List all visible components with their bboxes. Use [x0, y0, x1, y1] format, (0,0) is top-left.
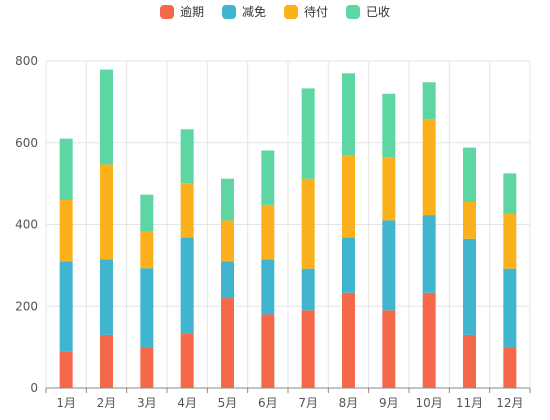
bar-segment	[422, 82, 436, 120]
x-tick-label: 1月	[56, 396, 76, 410]
bar-segment	[59, 351, 73, 388]
legend-swatch-overdue	[159, 4, 174, 19]
bar-segment	[59, 138, 73, 200]
bar-segment	[301, 268, 315, 311]
axis-layer: 0 200 400 600 800 1月 2月 3月 4月 5月 6月 7月 8月 9月 10月 11月 12月	[15, 54, 531, 410]
bar-segment	[221, 298, 234, 388]
bar-segment	[503, 173, 517, 214]
x-tick-label: 12月	[496, 396, 523, 410]
bar-segment	[261, 150, 275, 205]
bar-segment	[221, 261, 234, 299]
x-tick-label: 11月	[456, 396, 483, 410]
bar-segment	[180, 129, 194, 184]
bar-segment	[100, 69, 113, 165]
bar-segment	[140, 231, 154, 269]
legend-label-pending: 待付	[304, 5, 329, 19]
x-tick-label: 4月	[177, 396, 197, 410]
bar-segment	[342, 237, 355, 293]
y-tick-label: 200	[15, 299, 38, 313]
bar-segment	[180, 237, 194, 334]
bar-segment	[59, 261, 73, 352]
legend-item-waived[interactable]: 减免	[221, 3, 266, 20]
bar-segment	[301, 88, 315, 179]
bar-segment	[503, 268, 517, 348]
x-tick-label: 10月	[416, 396, 443, 410]
bar-segment	[342, 73, 355, 156]
bar-segment	[100, 334, 113, 388]
bar-segment	[463, 202, 476, 239]
y-tick-label: 800	[15, 54, 38, 68]
legend-item-received[interactable]: 已收	[346, 3, 390, 20]
bar-segment	[422, 292, 436, 388]
x-tick-label: 2月	[97, 396, 117, 410]
legend: 逾期 减免 待付 已收	[0, 3, 550, 20]
bar-segment	[261, 204, 275, 260]
bar-segment	[301, 310, 315, 388]
y-tick-label: 600	[15, 136, 38, 150]
bar-segment	[180, 333, 194, 388]
bar-segment	[261, 259, 275, 315]
legend-swatch-waived	[221, 4, 236, 19]
legend-item-overdue[interactable]: 逾期	[159, 3, 204, 20]
x-tick-label: 3月	[137, 396, 157, 410]
bar-segment	[463, 238, 476, 335]
y-tick-label: 400	[15, 218, 38, 232]
x-tick-label: 6月	[258, 396, 278, 410]
bar-segment	[180, 183, 194, 238]
bar-segment	[503, 347, 517, 388]
bar-segment	[422, 215, 436, 293]
bar-segment	[382, 220, 396, 311]
bar-segment	[342, 292, 355, 388]
bar-segment	[59, 199, 73, 262]
bar-segment	[301, 178, 315, 269]
x-tick-label: 8月	[339, 396, 359, 410]
bars-layer	[59, 69, 517, 388]
legend-swatch-pending	[284, 4, 298, 19]
bar-segment	[100, 259, 113, 335]
legend-item-pending[interactable]: 待付	[284, 3, 328, 20]
bar-segment	[261, 314, 275, 388]
bar-segment	[382, 157, 396, 221]
legend-label-overdue: 逾期	[179, 5, 204, 19]
bar-segment	[342, 155, 355, 238]
bar-segment	[463, 334, 476, 388]
legend-swatch-received	[346, 4, 361, 19]
x-tick-label: 9月	[379, 396, 399, 410]
bar-segment	[382, 310, 396, 388]
bar-segment	[140, 347, 154, 388]
bar-segment	[422, 119, 436, 216]
legend-label-received: 已收	[366, 5, 391, 19]
bar-segment	[221, 178, 234, 221]
bar-segment	[463, 147, 476, 203]
bar-segment	[503, 213, 517, 269]
bar-segment	[100, 164, 113, 260]
x-tick-label: 5月	[218, 396, 238, 410]
legend-label-waived: 减免	[241, 5, 266, 19]
x-tick-label: 7月	[298, 396, 318, 410]
bar-segment	[140, 268, 154, 348]
grid-layer	[45, 60, 531, 388]
bar-segment	[221, 220, 234, 262]
bar-segment	[140, 194, 154, 232]
y-tick-label: 0	[30, 381, 38, 395]
bar-segment	[382, 93, 396, 158]
